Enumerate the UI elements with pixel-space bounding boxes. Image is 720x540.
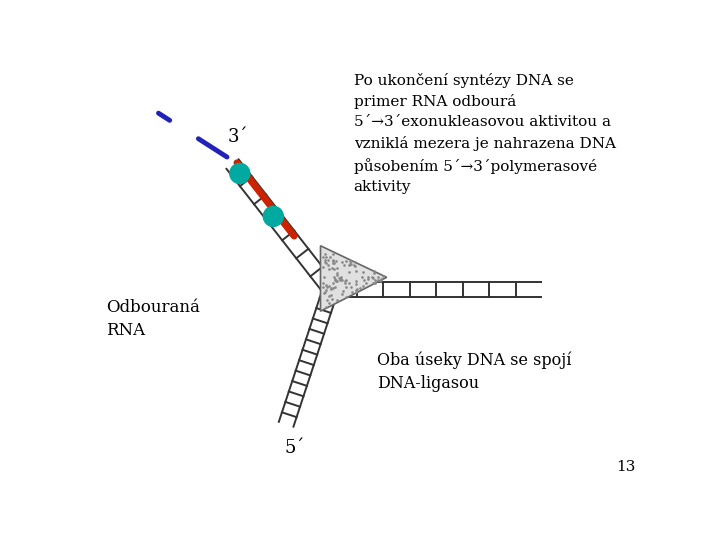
Text: 5´: 5´ — [285, 439, 305, 457]
Text: 13: 13 — [616, 461, 636, 475]
Circle shape — [230, 164, 250, 184]
Polygon shape — [320, 246, 387, 311]
Text: Oba úseky DNA se spojí
DNA-ligasou: Oba úseky DNA se spojí DNA-ligasou — [377, 351, 571, 392]
Text: Odbouraná
RNA: Odbouraná RNA — [106, 299, 199, 339]
Text: 3´: 3´ — [228, 129, 248, 146]
Circle shape — [264, 206, 284, 226]
Text: Po ukončení syntézy DNA se
primer RNA odbourá
5´→3´exonukleasovou aktivitou a
vz: Po ukončení syntézy DNA se primer RNA od… — [354, 72, 616, 194]
